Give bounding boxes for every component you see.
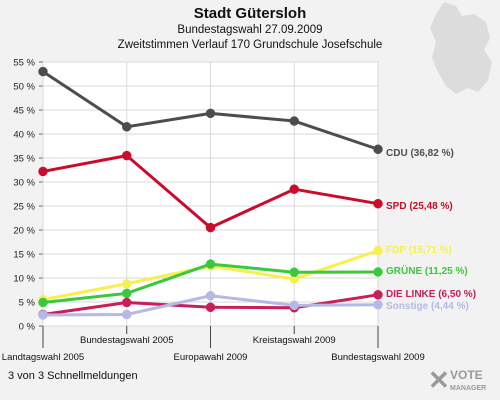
vote-manager-logo: ✕ VOTE MANAGER: [428, 365, 486, 395]
data-point: [289, 300, 299, 311]
x-tick-label: Landtagswahl 2005: [2, 352, 84, 363]
data-point: [205, 259, 216, 269]
series-end-label: DIE LINKE (6,50 %): [386, 289, 476, 300]
y-tick-label: 5 %: [19, 298, 36, 309]
data-point: [122, 309, 132, 320]
x-tick-label: Bundestagswahl 2009: [331, 352, 425, 363]
data-point: [122, 150, 132, 161]
logo-line-2: MANAGER: [450, 385, 486, 392]
y-tick-label: 30 %: [13, 178, 35, 189]
series-end-label: GRÜNE (11,25 %): [386, 264, 468, 277]
y-tick-label: 25 %: [13, 202, 35, 213]
chart-subtitle: Bundestagswahl 27.09.2009: [177, 24, 323, 36]
status-footer: 3 von 3 Schnellmeldungen: [8, 370, 138, 382]
data-point: [373, 267, 383, 277]
data-point: [38, 310, 48, 320]
x-tick-label: Europawahl 2009: [174, 352, 248, 363]
y-tick-label: 40 %: [13, 130, 35, 141]
logo-line-1: VOTE: [450, 368, 483, 382]
y-tick-label: 15 %: [13, 250, 35, 261]
data-point: [289, 184, 299, 194]
y-tick-label: 20 %: [13, 226, 35, 237]
data-point: [373, 198, 383, 209]
data-point: [373, 290, 383, 300]
y-tick-label: 55 %: [13, 58, 35, 69]
x-tick-label: Kreistagswahl 2009: [253, 335, 336, 346]
series-end-label: FDP (15,71 %): [386, 245, 452, 256]
data-point: [205, 108, 216, 119]
y-tick-label: 50 %: [13, 82, 35, 93]
data-point: [373, 245, 383, 256]
data-point: [205, 302, 216, 313]
data-point: [122, 279, 132, 289]
data-point: [289, 116, 299, 126]
y-tick-label: 45 %: [13, 106, 35, 117]
data-point: [373, 299, 383, 310]
data-point: [122, 288, 132, 299]
data-point: [289, 267, 299, 277]
data-point: [373, 144, 383, 155]
x-tick-label: Bundestagswahl 2005: [80, 335, 174, 346]
chart-title: Stadt Gütersloh: [193, 5, 307, 22]
series-end-label: CDU (36,82 %): [386, 148, 454, 159]
y-tick-label: 0 %: [19, 322, 36, 333]
series-end-label: SPD (25,48 %): [386, 201, 453, 212]
y-tick-label: 10 %: [13, 274, 35, 285]
series-end-label: Sonstige (4,44 %): [386, 301, 469, 312]
data-point: [205, 222, 216, 233]
data-point: [38, 297, 48, 308]
data-point: [38, 66, 48, 77]
y-tick-label: 35 %: [13, 154, 35, 165]
svg-text:✕: ✕: [428, 365, 450, 395]
chart-subtitle-2: Zweitstimmen Verlauf 170 Grundschule Jos…: [117, 39, 383, 51]
data-point: [205, 291, 216, 301]
data-point: [122, 122, 132, 132]
data-point: [38, 166, 48, 177]
data-point: [122, 297, 132, 308]
